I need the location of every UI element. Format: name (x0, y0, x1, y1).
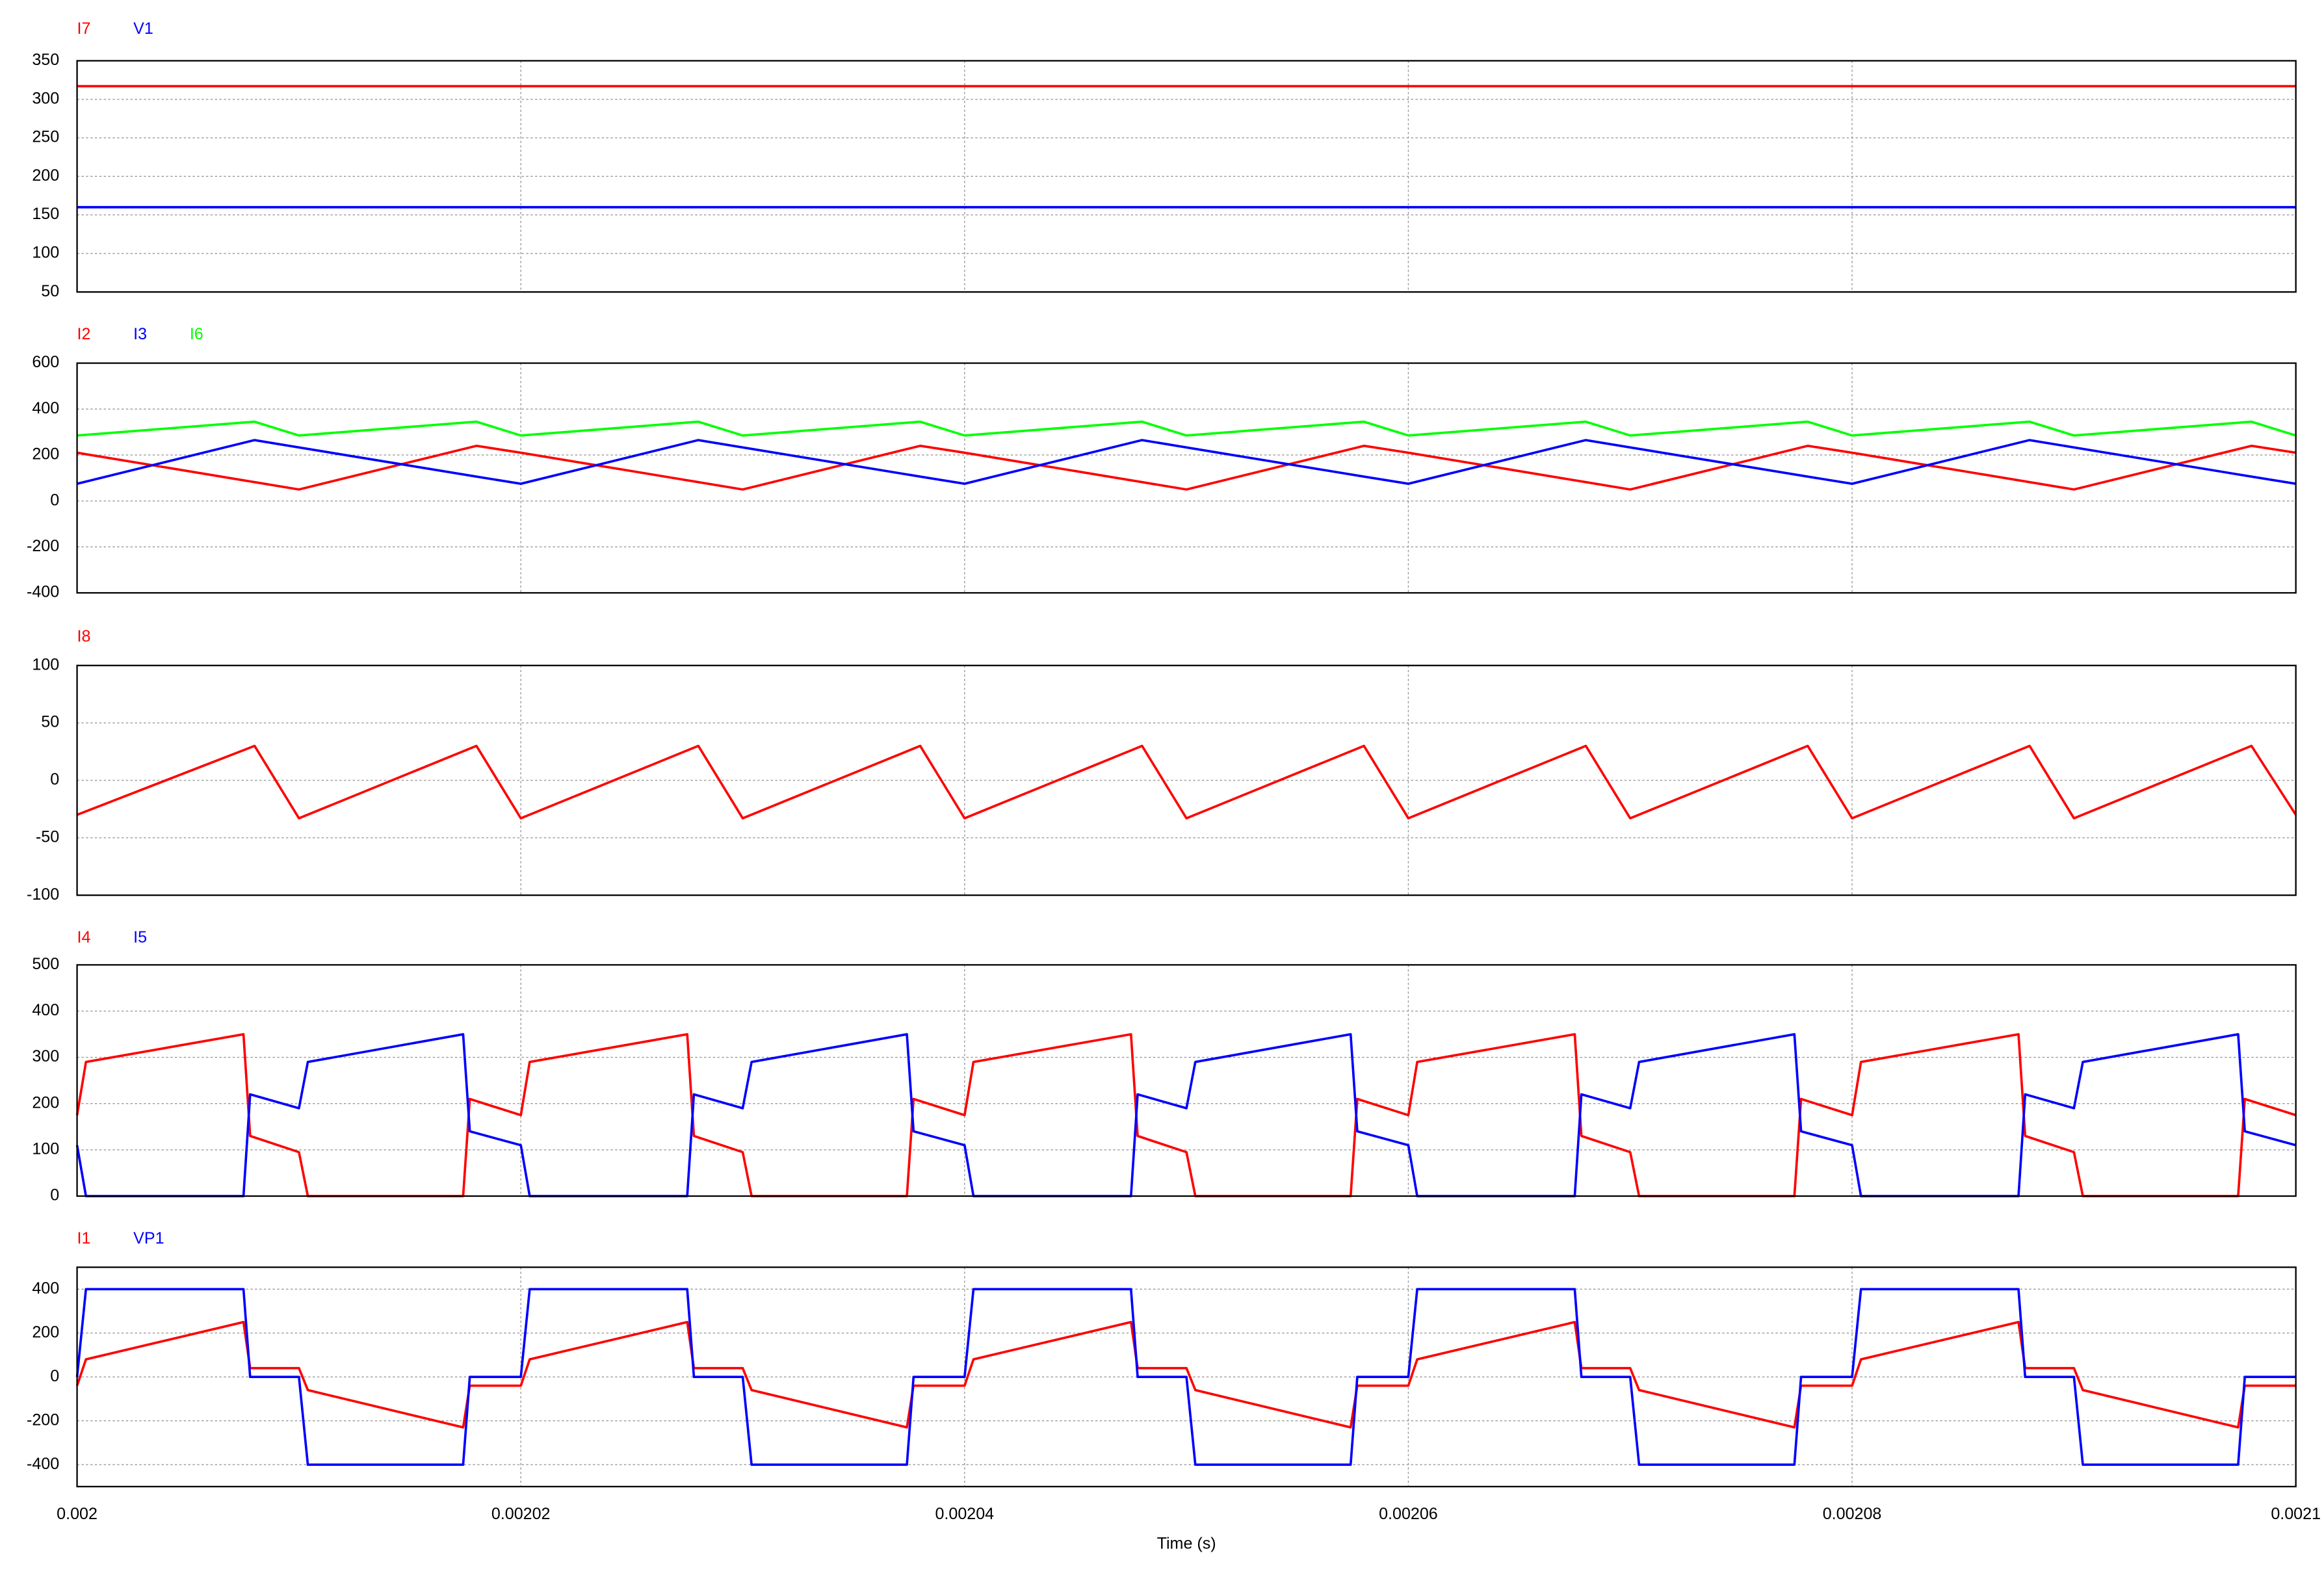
y-tick-label: 50 (41, 713, 59, 731)
legend-entry: I8 (77, 627, 91, 645)
series-line (76, 744, 2297, 820)
plot-frame (76, 964, 2297, 1197)
legend-entry: I6 (190, 325, 203, 343)
plot-area (77, 965, 2296, 1197)
y-tick-label: 250 (32, 128, 59, 146)
y-tick-label: 200 (32, 1323, 59, 1341)
y-tick-label: 100 (32, 1140, 59, 1158)
y-tick-label: 300 (32, 1047, 59, 1065)
y-tick-label: 0 (50, 770, 59, 788)
x-tick-label: 0.00202 (491, 1505, 551, 1523)
x-tick-label: 0.00206 (1379, 1505, 1438, 1523)
series-line (77, 445, 2296, 491)
plot-frame (76, 60, 2297, 293)
series-line (77, 420, 2297, 437)
y-tick-label: -400 (27, 583, 59, 601)
legend-entry: I3 (133, 325, 147, 343)
y-tick-label: -400 (27, 1455, 59, 1473)
x-tick-label: 0.0021 (2271, 1505, 2321, 1523)
x-tick-label: 0.00208 (1823, 1505, 1882, 1523)
y-tick-label: 400 (32, 1001, 59, 1019)
x-axis-label: Time (s) (1157, 1534, 1216, 1552)
y-tick-label: 200 (32, 166, 59, 185)
y-tick-label: -200 (27, 1411, 59, 1429)
legend-entry: V1 (133, 20, 153, 38)
y-tick-label: 100 (32, 244, 59, 262)
legend-entry: I4 (77, 928, 91, 946)
legend-entry: I5 (133, 928, 147, 946)
y-tick-label: 300 (32, 89, 59, 107)
y-tick-label: 400 (32, 1279, 59, 1297)
y-tick-label: 0 (50, 1186, 59, 1205)
legend-entry: I1 (77, 1229, 91, 1247)
y-tick-label: 400 (32, 399, 59, 417)
y-tick-label: 100 (32, 655, 59, 673)
y-tick-label: 500 (32, 955, 59, 973)
y-tick-label: 200 (32, 445, 59, 463)
x-tick-label: 0.002 (57, 1505, 98, 1523)
plot-area (77, 363, 2296, 593)
y-tick-label: 350 (32, 51, 59, 69)
y-tick-label: -100 (27, 885, 59, 904)
y-tick-label: -50 (36, 828, 59, 846)
series-line (75, 1288, 2296, 1466)
y-tick-label: -200 (27, 537, 59, 555)
legend-entry: VP1 (133, 1229, 164, 1247)
series-line (75, 1033, 2297, 1197)
legend-entry: I7 (77, 20, 91, 38)
plot-frame (76, 1266, 2297, 1488)
y-tick-label: 600 (32, 353, 59, 371)
legend-entry: I2 (77, 325, 91, 343)
y-tick-label: 200 (32, 1093, 59, 1112)
x-tick-label: 0.00204 (935, 1505, 994, 1523)
plot-frame (76, 664, 2297, 896)
plot-frame (76, 362, 2297, 594)
y-tick-label: 150 (32, 205, 59, 223)
y-tick-label: 0 (50, 491, 59, 509)
y-tick-label: 50 (41, 282, 59, 300)
series-line (77, 439, 2296, 485)
y-tick-label: 0 (50, 1367, 59, 1385)
